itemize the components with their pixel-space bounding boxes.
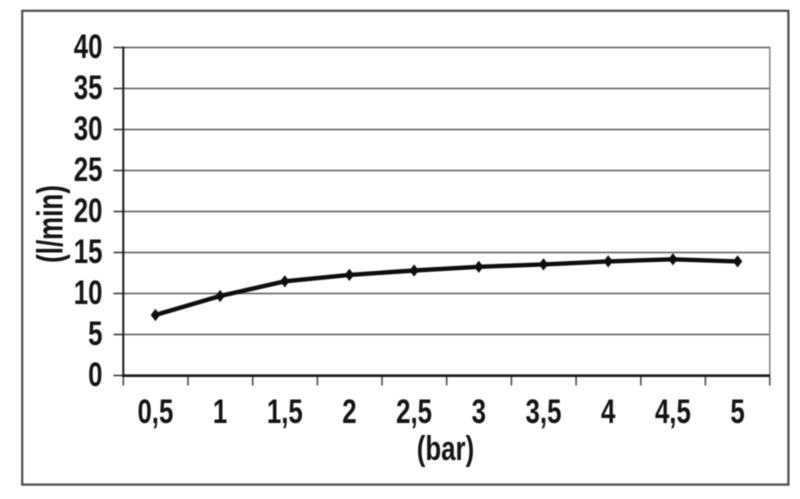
svg-text:0: 0	[88, 357, 102, 394]
svg-text:5: 5	[730, 394, 744, 431]
svg-text:3: 3	[472, 394, 486, 431]
svg-text:40: 40	[74, 29, 103, 66]
svg-text:30: 30	[74, 111, 103, 148]
svg-text:4: 4	[601, 394, 616, 431]
svg-text:0,5: 0,5	[137, 394, 173, 431]
svg-text:35: 35	[74, 70, 103, 107]
svg-text:3,5: 3,5	[526, 394, 562, 431]
svg-text:4,5: 4,5	[655, 394, 691, 431]
svg-text:1,5: 1,5	[267, 394, 303, 431]
svg-text:2,5: 2,5	[396, 394, 432, 431]
svg-text:5: 5	[88, 316, 102, 353]
svg-text:(bar): (bar)	[417, 431, 474, 468]
svg-text:1: 1	[213, 394, 227, 431]
svg-text:(l/min): (l/min)	[30, 185, 70, 263]
svg-text:2: 2	[342, 394, 356, 431]
svg-text:10: 10	[74, 275, 103, 312]
svg-text:15: 15	[74, 234, 103, 271]
svg-text:20: 20	[74, 193, 103, 230]
svg-text:25: 25	[74, 152, 103, 189]
